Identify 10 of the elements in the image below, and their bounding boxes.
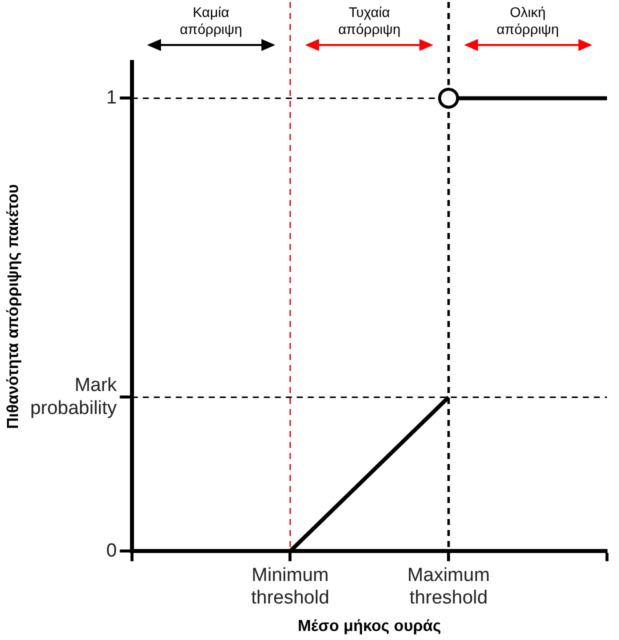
y-tick-label: Mark probability xyxy=(30,375,118,419)
x-tick-label: Maximum threshold xyxy=(407,564,490,609)
x-axis-title: Μέσο μήκος ουράς xyxy=(298,618,442,635)
text: Καμία απόρριψη xyxy=(178,4,244,38)
text: Τυχαία απόρριψη xyxy=(337,4,402,38)
y-axis-title: Πιθανότητα απόρριψης πακέτου xyxy=(5,184,22,430)
y-tick-label: 0 xyxy=(106,540,117,562)
text: Ολική απόρριψη xyxy=(496,4,560,38)
x-tick-label: Minimum threshold xyxy=(251,564,330,609)
y-tick-label: 1 xyxy=(106,87,117,108)
